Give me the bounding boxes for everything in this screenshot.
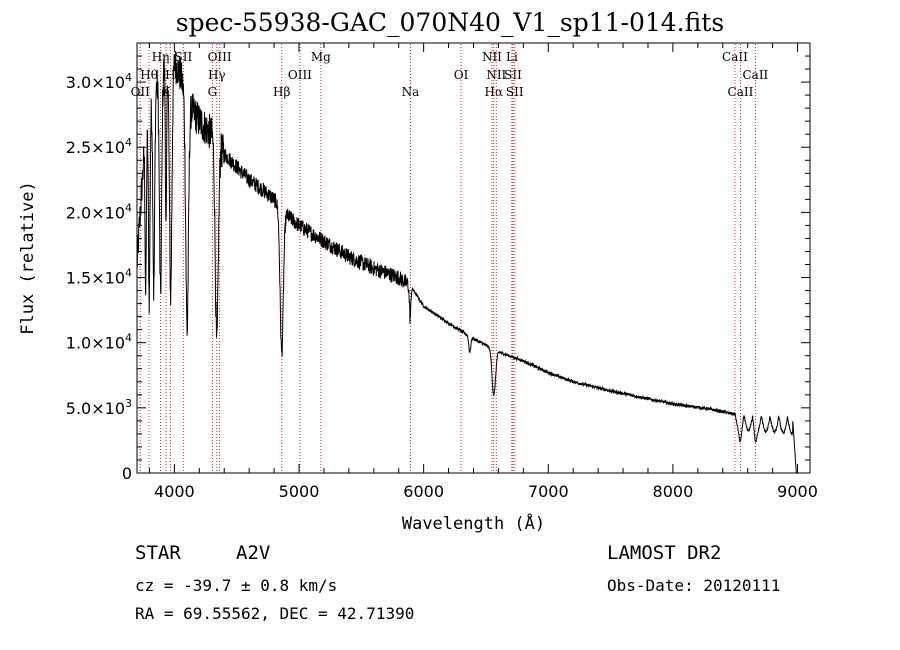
marker-label: Hη [152,50,170,64]
x-tick-label: 9000 [777,482,818,501]
marker-label: NII [486,68,506,82]
marker-label: SII [175,50,193,64]
y-tick-label: 0 [122,464,132,483]
x-axis: 4000 5000 6000 7000 8000 9000 [148,43,818,501]
marker-label: Mg [311,50,331,64]
marker-label: Hβ [273,85,290,99]
marker-label: Hα [485,85,504,99]
object-class: STAR [135,542,181,564]
marker-label: CaII [742,68,768,82]
redshift-velocity: cz = -39.7 ± 0.8 km/s [135,576,338,595]
y-tick-label: 3.0×104 [66,71,132,92]
x-tick-label: 8000 [653,482,694,501]
x-tick-label: 7000 [528,482,569,501]
line-markers: OIIHθHηKHSIIGHγOIIIHβOIIIMgNaOINIIHαNIIL… [131,44,769,472]
y-tick-label: 5.0×103 [66,397,132,418]
marker-label: OIII [288,68,312,82]
marker-label: G [208,85,218,99]
y-axis-label: Flux (relative) [18,181,38,335]
survey-name: LAMOST DR2 [607,542,722,564]
x-axis-label: Wavelength (Å) [402,512,545,534]
observation-date: Obs-Date: 20120111 [607,576,781,595]
coordinates: RA = 69.55562, DEC = 42.71390 [135,604,415,623]
x-tick-label: 5000 [279,482,320,501]
marker-label: OI [454,68,469,82]
marker-label: Hθ [140,68,158,82]
marker-label: Na [402,85,420,99]
object-subclass: A2V [236,542,271,564]
marker-label: K [162,85,172,99]
marker-label: H [165,68,175,82]
y-axis: 0 5.0×103 1.0×104 1.5×104 2.0×104 2.5×104 3.0×… [66,42,810,483]
marker-label: Li [506,50,518,64]
marker-label: SII [506,85,524,99]
y-tick-label: 1.5×104 [66,267,132,288]
y-tick-label: 2.0×104 [66,201,132,222]
marker-label: OII [131,85,151,99]
x-tick-label: 6000 [403,482,444,501]
marker-label: SII [504,68,522,82]
y-tick-label: 2.5×104 [66,136,132,157]
x-tick-label: 4000 [154,482,195,501]
marker-label: NII [482,50,502,64]
spectrum-line [136,51,798,474]
marker-label: CaII [722,50,748,64]
marker-label: OIII [208,50,232,64]
plot-title: spec-55938-GAC_070N40_V1_sp11-014.fits [175,8,725,37]
marker-label: CaII [728,85,754,99]
marker-label: Hγ [208,68,226,82]
spectrum-series [136,51,798,474]
y-tick-label: 1.0×104 [66,332,132,353]
